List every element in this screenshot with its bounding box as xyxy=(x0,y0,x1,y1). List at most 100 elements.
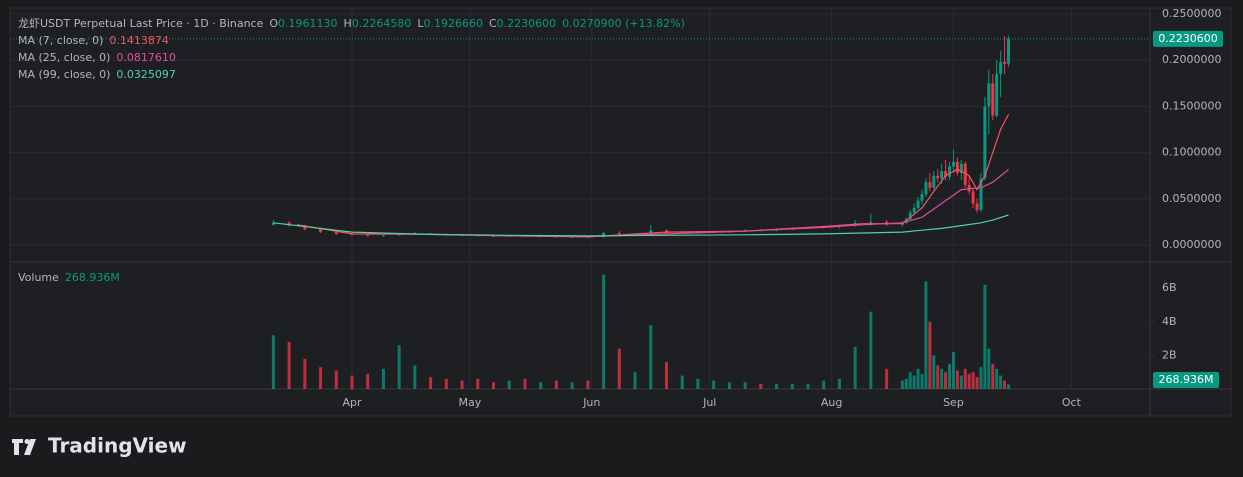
x-tick-label: Apr xyxy=(342,396,362,409)
volume-bar xyxy=(743,382,747,389)
candle-body xyxy=(916,200,920,209)
ohlc-value: 0.2230600 xyxy=(497,17,557,30)
volume-bar xyxy=(1006,384,1010,389)
volume-bar xyxy=(712,380,716,389)
ma-value: 0.1413874 xyxy=(109,34,169,47)
volume-bar xyxy=(979,367,983,389)
marks xyxy=(10,35,1150,389)
volume-bar xyxy=(999,375,1003,389)
y-tick-label: 0.0500000 xyxy=(1162,192,1222,205)
candle-body xyxy=(869,221,873,223)
brand: TradingView xyxy=(48,434,187,458)
x-tick-label: Oct xyxy=(1062,396,1082,409)
ohlc-key: L xyxy=(417,17,424,30)
volume-bar xyxy=(963,368,967,389)
volume-bar xyxy=(633,372,637,389)
candle-body xyxy=(979,178,983,210)
candle-body xyxy=(959,163,963,173)
candle-body xyxy=(983,106,987,179)
volume-bar xyxy=(570,382,574,389)
ohlc-key: C xyxy=(489,17,497,30)
volume-bar xyxy=(287,341,291,389)
volume-bar xyxy=(955,370,959,389)
volume-bar xyxy=(983,284,987,389)
volume-bar xyxy=(366,373,370,389)
volume-bar xyxy=(303,358,307,389)
volume-legend: Volume 268.936M xyxy=(18,271,120,284)
candle-body xyxy=(271,222,275,225)
candle-body xyxy=(1006,38,1010,64)
candle-body xyxy=(932,175,936,188)
candle-body xyxy=(319,229,323,233)
labels: MA (7, close, 0) 0.1413874 MA (25, close, … xyxy=(18,7,1223,409)
last-volume-label: 268.936M xyxy=(1159,373,1214,386)
candle-body xyxy=(928,182,932,188)
volume-bar xyxy=(759,383,763,389)
volume-tick-label: 4B xyxy=(1162,315,1177,328)
candle-body xyxy=(602,232,606,238)
symbol-title: 龙虾USDT Perpetual Last Price · 1D · Binan… xyxy=(18,17,264,30)
volume-bar xyxy=(444,378,448,389)
ohlc-value: 0.1926660 xyxy=(423,17,483,30)
volume-bar xyxy=(806,383,810,389)
volume-bar xyxy=(967,373,971,389)
candle-body xyxy=(971,191,975,204)
change: 0.0270900 (+13.82%) xyxy=(562,17,685,30)
chart-panel xyxy=(9,7,1232,417)
candle-body xyxy=(967,184,971,192)
candle-body xyxy=(940,171,944,179)
ohlc-key: O xyxy=(269,17,278,30)
volume-bar xyxy=(539,382,543,389)
volume-bar xyxy=(696,378,700,389)
volume-bar xyxy=(334,370,338,389)
ma-legend: MA (25, close, 0) 0.0817610 xyxy=(18,51,176,64)
ma-name: MA (25, close, 0) xyxy=(18,51,110,64)
x-tick-label: May xyxy=(459,396,482,409)
candle-body xyxy=(936,175,940,179)
candle-body xyxy=(951,161,955,167)
volume-bar xyxy=(507,380,511,389)
candle-body xyxy=(908,212,912,220)
candle-body xyxy=(955,161,959,173)
volume-bar xyxy=(971,372,975,389)
volume-value: 268.936M xyxy=(65,271,120,284)
candle-body xyxy=(617,232,621,234)
ma-value: 0.0325097 xyxy=(116,68,176,81)
volume-bar xyxy=(940,368,944,389)
volume-bar xyxy=(727,382,731,389)
volume-bar xyxy=(381,368,385,389)
volume-bar xyxy=(554,380,558,389)
volume-bar xyxy=(664,362,668,389)
ohlc-value: 0.1961130 xyxy=(278,17,338,30)
volume-bar xyxy=(602,274,606,389)
volume-bar xyxy=(397,345,401,389)
x-tick-label: Aug xyxy=(821,396,842,409)
volume-bar xyxy=(904,378,908,389)
volume-bar xyxy=(271,335,275,389)
candle-body xyxy=(366,234,370,236)
volume-tick-label: 6B xyxy=(1162,281,1177,294)
volume-bar xyxy=(822,380,826,389)
last-volume-box xyxy=(1153,372,1219,388)
candle-body xyxy=(995,74,999,116)
volume-bar xyxy=(775,383,779,389)
volume-bar xyxy=(680,375,684,389)
candle-body xyxy=(991,83,995,116)
volume-bar xyxy=(790,383,794,389)
ma-legend: MA (99, close, 0) 0.0325097 xyxy=(18,68,176,81)
y-tick-label: 0.2500000 xyxy=(1162,7,1222,20)
volume-bar xyxy=(649,325,653,389)
ma-line xyxy=(273,214,1009,237)
volume-title: Volume xyxy=(18,271,59,284)
ohlc-key: H xyxy=(344,17,352,30)
x-tick-label: Jun xyxy=(582,396,600,409)
candle-body xyxy=(334,232,338,234)
candle-body xyxy=(963,163,967,185)
candle-body xyxy=(492,235,496,237)
candle-body xyxy=(1003,62,1007,64)
volume-bar xyxy=(837,378,841,389)
volume-bar xyxy=(936,365,940,389)
volume-bar xyxy=(987,348,991,389)
volume-bar xyxy=(928,321,932,389)
ma-name: MA (99, close, 0) xyxy=(18,68,110,81)
